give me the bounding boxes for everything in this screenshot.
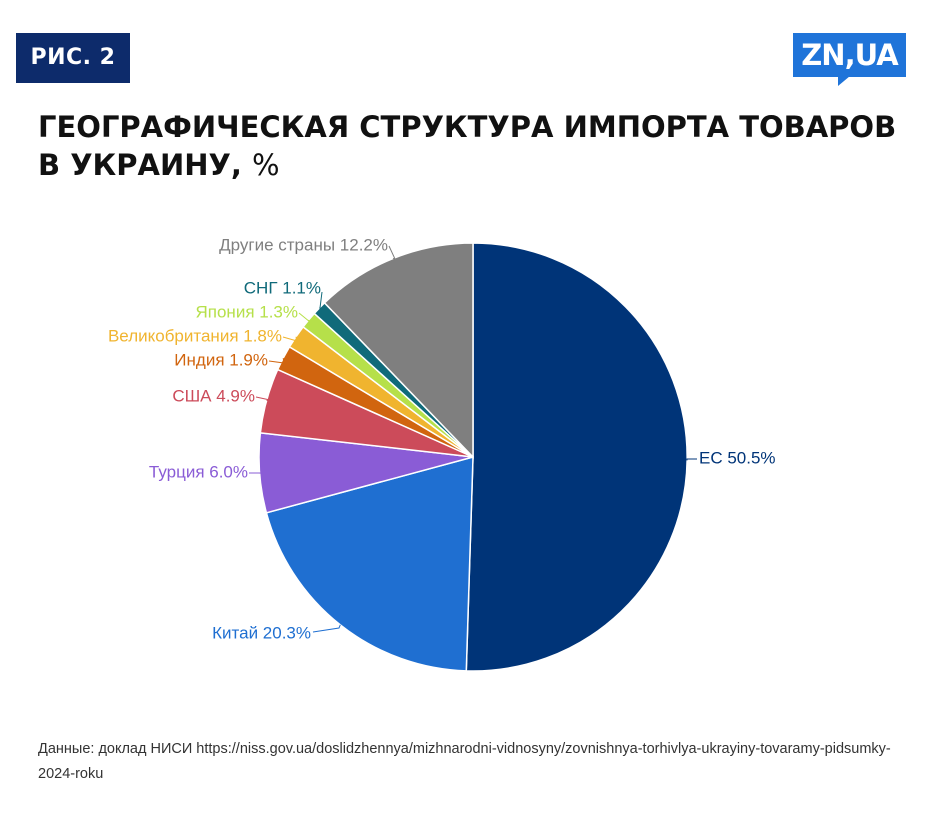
pie-leader-1 xyxy=(312,624,341,633)
pie-leader-4 xyxy=(268,358,285,364)
pie-label-7: СНГ 1.1% xyxy=(244,278,321,297)
pie-label-4: Индия 1.9% xyxy=(174,350,268,369)
pie-slices xyxy=(258,242,688,672)
pie-labels: ЕС 50.5% Китай 20.3% Турция 6.0% США 4.9% Ин… xyxy=(108,235,776,642)
pie-leader-6 xyxy=(298,312,311,323)
pie-label-5: Великобритания 1.8% xyxy=(108,326,282,345)
pie-leader-8 xyxy=(388,245,396,260)
pie-label-6: Япония 1.3% xyxy=(196,302,299,321)
logo-speech-tail-icon xyxy=(838,76,850,86)
pie-label-0: ЕС 50.5% xyxy=(699,448,776,467)
pie-label-2: Турция 6.0% xyxy=(149,462,248,481)
pie-leader-7 xyxy=(319,291,323,309)
chart-title-main: ГЕОГРАФИЧЕСКАЯ СТРУКТУРА ИМПОРТА ТОВАРОВ… xyxy=(38,110,897,182)
pie-leader-5 xyxy=(282,336,298,342)
chart-title: ГЕОГРАФИЧЕСКАЯ СТРУКТУРА ИМПОРТА ТОВАРОВ… xyxy=(38,108,898,184)
source-note: Данные: доклад НИСИ https://niss.gov.ua/… xyxy=(38,741,891,782)
pie-label-3: США 4.9% xyxy=(172,386,255,405)
pie-leader-lines xyxy=(249,245,697,633)
pie-leader-0 xyxy=(686,458,697,461)
chart-title-unit: % xyxy=(252,148,280,182)
pie-label-8: Другие страны 12.2% xyxy=(219,235,388,254)
pie-leader-3 xyxy=(255,396,271,401)
figure-badge: РИС. 2 xyxy=(16,33,130,83)
zn-ua-logo[interactable]: ZN,UA xyxy=(793,33,906,77)
pie-label-1: Китай 20.3% xyxy=(212,623,311,642)
pie-slice-8 xyxy=(323,242,474,459)
pie-slice-1 xyxy=(265,456,474,672)
pie-slice-0 xyxy=(465,242,688,672)
